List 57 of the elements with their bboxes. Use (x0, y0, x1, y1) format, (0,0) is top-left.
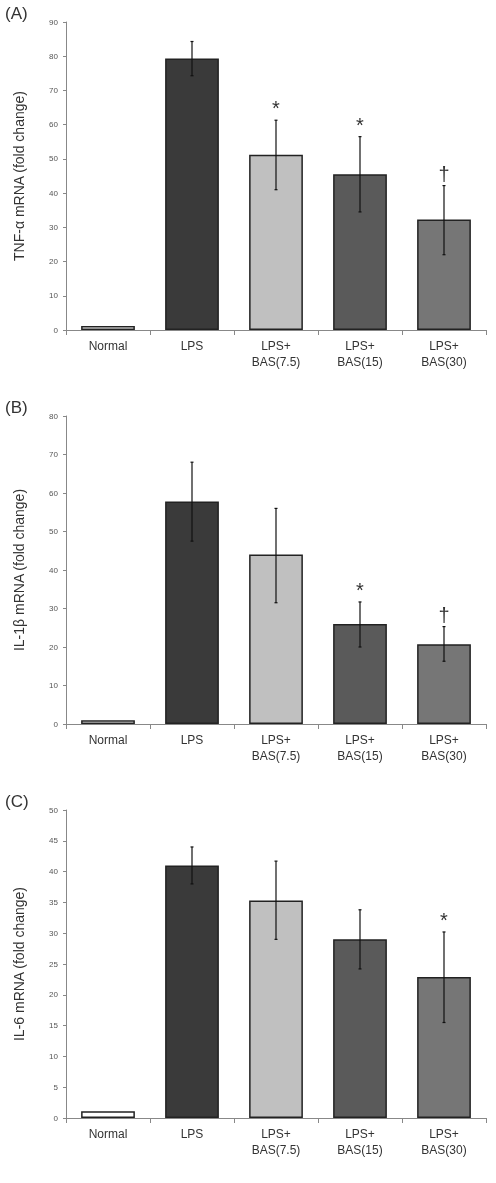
x-tick-label: LPS (180, 733, 204, 747)
x-tick-label: LPS+ BAS(7.5) (251, 339, 301, 369)
y-axis-title: IL-6 mRNA (fold change) (11, 886, 27, 1042)
annotation: † (438, 603, 450, 626)
y-tick-label: 0 (53, 1113, 59, 1123)
annotation: † (438, 162, 450, 185)
x-tick-label: LPS (180, 339, 204, 353)
y-tick-label: 30 (49, 928, 59, 938)
y-tick-label: 80 (49, 51, 59, 61)
x-tick-label: Normal (88, 733, 128, 747)
y-tick-label: 70 (49, 85, 59, 95)
y-axis-title: IL-1β mRNA (fold change) (11, 488, 27, 652)
x-tick-label: LPS+ BAS(7.5) (251, 733, 301, 763)
x-tick-label: LPS (180, 1127, 204, 1141)
y-tick-label: 80 (49, 411, 59, 421)
y-axis-title: TNF-α mRNA (fold change) (11, 91, 27, 261)
annotation: * (356, 578, 365, 601)
annotation: * (272, 97, 281, 120)
y-tick-label: 20 (49, 642, 59, 652)
y-tick-label: 40 (49, 188, 59, 198)
y-tick-label: 30 (49, 604, 59, 613)
y-tick-label: 45 (49, 836, 59, 846)
x-tick-label: LPS+ BAS(30) (421, 733, 467, 763)
y-tick-label: 20 (49, 257, 59, 267)
y-tick-label: 35 (49, 897, 59, 907)
y-tick-label: 50 (49, 805, 59, 815)
y-tick-label: 90 (49, 17, 59, 27)
y-tick-label: 40 (49, 565, 59, 575)
x-tick-label: Normal (88, 339, 128, 353)
x-tick-label: LPS+ BAS(15) (337, 733, 383, 763)
y-tick-label: 30 (49, 222, 59, 232)
y-tick-label: 60 (49, 488, 59, 498)
y-tick-label: 40 (49, 867, 59, 877)
y-tick-label: 50 (49, 527, 59, 536)
y-tick-label: 10 (49, 1051, 59, 1061)
chart-title: (C) (5, 792, 29, 811)
x-tick-label: LPS+ BAS(30) (421, 339, 467, 369)
y-tick-label: 0 (53, 719, 59, 729)
chart-title: (A) (5, 4, 28, 23)
x-tick-label: LPS+ BAS(30) (421, 1127, 467, 1157)
x-tick-label: LPS+ BAS(15) (337, 1127, 383, 1157)
y-tick-label: 15 (49, 1021, 59, 1031)
y-tick-label: 60 (49, 120, 59, 130)
x-tick-label: Normal (88, 1127, 128, 1141)
y-tick-label: 10 (49, 291, 59, 301)
annotation: * (440, 908, 449, 931)
annotation: * (356, 113, 365, 136)
y-tick-label: 5 (53, 1082, 59, 1092)
y-tick-label: 25 (49, 959, 59, 969)
x-tick-label: LPS+ BAS(15) (337, 339, 383, 369)
x-tick-label: LPS+ BAS(7.5) (251, 1127, 301, 1157)
chart-title: (B) (5, 398, 28, 417)
y-tick-label: 10 (49, 681, 59, 690)
y-tick-label: 50 (49, 154, 59, 164)
y-tick-label: 20 (49, 990, 59, 1000)
y-tick-label: 70 (49, 450, 59, 459)
y-tick-label: 0 (53, 325, 59, 335)
